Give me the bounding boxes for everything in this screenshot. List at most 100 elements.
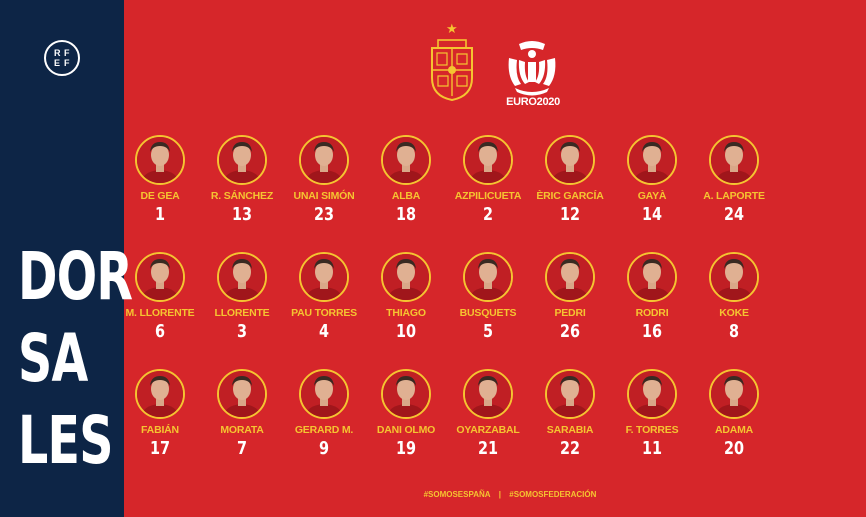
player-number: 16 <box>641 321 663 342</box>
player-portrait <box>545 369 595 419</box>
player-photo-icon <box>711 371 757 417</box>
player-photo-icon <box>547 254 593 300</box>
player-number: 11 <box>641 438 663 459</box>
player-photo-icon <box>301 371 347 417</box>
player-portrait <box>381 135 431 185</box>
player-portrait <box>463 369 513 419</box>
player-name: DE GEA <box>140 190 180 202</box>
rfef-logo: R F E F <box>44 40 80 76</box>
player-portrait <box>299 135 349 185</box>
player-portrait <box>135 135 185 185</box>
player-photo-icon <box>547 371 593 417</box>
player-number: 18 <box>395 204 417 225</box>
player-photo-icon <box>629 254 675 300</box>
player-name: PAU TORRES <box>291 307 357 319</box>
player-name: AZPILICUETA <box>454 190 522 202</box>
player-card: ÈRIC GARCÍA 12 <box>522 135 618 255</box>
hashtag-somosespana: #SOMOSESPAÑA <box>423 490 491 499</box>
player-portrait <box>217 369 267 419</box>
title-line-2: SA <box>18 320 88 397</box>
player-number: 20 <box>723 438 745 459</box>
player-photo-icon <box>219 371 265 417</box>
player-number: 14 <box>641 204 663 225</box>
euro-2020-trophy-icon <box>508 41 556 96</box>
title-line-1: DOR <box>18 238 133 315</box>
player-number: 9 <box>318 438 330 459</box>
player-card: AZPILICUETA 2 <box>440 135 536 255</box>
player-card: PEDRI 26 <box>522 252 618 372</box>
player-portrait <box>381 369 431 419</box>
player-name: GERARD M. <box>294 424 354 436</box>
player-card: PAU TORRES 4 <box>276 252 372 372</box>
player-photo-icon <box>137 254 183 300</box>
player-photo-icon <box>465 254 511 300</box>
player-card: UNAI SIMÓN 23 <box>276 135 372 255</box>
player-portrait <box>463 135 513 185</box>
player-card: KOKE 8 <box>686 252 782 372</box>
player-card: GERARD M. 9 <box>276 369 372 489</box>
player-name: UNAI SIMÓN <box>293 190 355 202</box>
hashtag-separator: | <box>498 490 502 499</box>
player-portrait <box>709 252 759 302</box>
player-card: M. LLORENTE 6 <box>112 252 208 372</box>
player-name: PEDRI <box>554 307 586 319</box>
rfef-logo-letter: E <box>54 58 61 68</box>
player-photo-icon <box>465 137 511 183</box>
player-name: GAYÀ <box>637 190 667 202</box>
player-card: SARABIA 22 <box>522 369 618 489</box>
player-card: BUSQUETS 5 <box>440 252 536 372</box>
player-card: R. SÁNCHEZ 13 <box>194 135 290 255</box>
player-name: SARABIA <box>546 424 594 436</box>
player-card: RODRI 16 <box>604 252 700 372</box>
player-number: 6 <box>154 321 166 342</box>
footer-hashtags: #SOMOSESPAÑA | #SOMOSFEDERACIÓN <box>380 490 640 499</box>
player-photo-icon <box>629 371 675 417</box>
player-number: 22 <box>559 438 581 459</box>
player-number: 2 <box>482 204 494 225</box>
player-card: LLORENTE 3 <box>194 252 290 372</box>
player-photo-icon <box>383 254 429 300</box>
player-name: MORATA <box>220 424 264 436</box>
player-card: GAYÀ 14 <box>604 135 700 255</box>
player-portrait <box>299 252 349 302</box>
player-portrait <box>709 369 759 419</box>
player-name: DANI OLMO <box>376 424 436 436</box>
player-number: 26 <box>559 321 581 342</box>
player-name: ÈRIC GARCÍA <box>536 190 604 202</box>
player-number: 23 <box>313 204 335 225</box>
spain-crest-icon <box>431 39 473 102</box>
player-name: KOKE <box>719 307 749 319</box>
player-number: 17 <box>149 438 171 459</box>
player-name: ALBA <box>391 190 421 202</box>
title-line-3: LES <box>18 402 114 479</box>
player-name: OYARZABAL <box>456 424 520 436</box>
player-portrait <box>135 252 185 302</box>
player-number: 13 <box>231 204 253 225</box>
player-portrait <box>709 135 759 185</box>
player-photo-icon <box>137 371 183 417</box>
player-portrait <box>299 369 349 419</box>
player-card: THIAGO 10 <box>358 252 454 372</box>
player-name: FABIÁN <box>141 424 179 436</box>
player-portrait <box>217 252 267 302</box>
player-portrait <box>627 135 677 185</box>
hashtag-somosfederacion: #SOMOSFEDERACIÓN <box>509 490 597 499</box>
player-name: A. LAPORTE <box>703 190 765 202</box>
player-card: DE GEA 1 <box>112 135 208 255</box>
player-card: DANI OLMO 19 <box>358 369 454 489</box>
player-photo-icon <box>711 254 757 300</box>
player-name: M. LLORENTE <box>125 307 195 319</box>
player-photo-icon <box>547 137 593 183</box>
player-number: 19 <box>395 438 417 459</box>
player-card: MORATA 7 <box>194 369 290 489</box>
player-portrait <box>381 252 431 302</box>
player-name: LLORENTE <box>214 307 270 319</box>
player-card: OYARZABAL 21 <box>440 369 536 489</box>
player-portrait <box>217 135 267 185</box>
player-card: ADAMA 20 <box>686 369 782 489</box>
player-photo-icon <box>629 137 675 183</box>
player-photo-icon <box>383 137 429 183</box>
player-photo-icon <box>711 137 757 183</box>
star-icon: ★ <box>446 21 458 36</box>
